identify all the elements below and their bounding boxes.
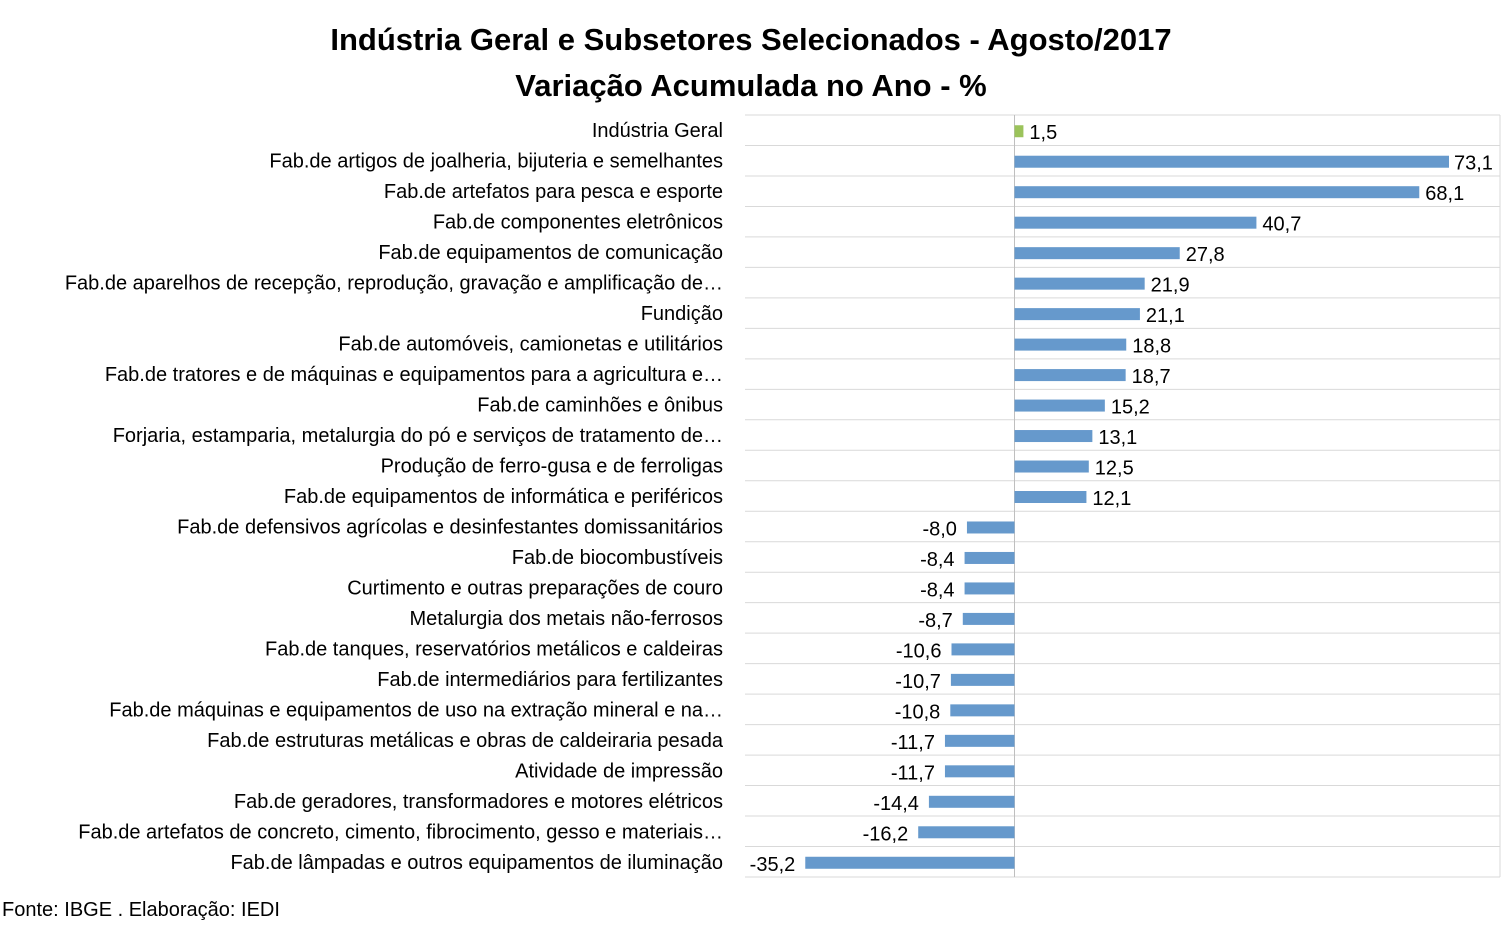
data-label: -11,7 <box>891 732 935 754</box>
bar <box>1014 247 1180 260</box>
bar <box>1014 186 1420 199</box>
category-label: Fab.de lâmpadas e outros equipamentos de… <box>230 852 723 874</box>
data-label: -10,7 <box>895 671 941 693</box>
category-label: Fab.de artefatos de concreto, cimento, f… <box>78 821 723 843</box>
category-label: Fab.de equipamentos de comunicação <box>378 242 723 264</box>
bar <box>805 856 1015 869</box>
bar <box>1014 369 1126 382</box>
bar <box>928 795 1015 808</box>
data-label: 21,9 <box>1151 275 1190 297</box>
data-label: -16,2 <box>863 823 909 845</box>
category-label: Fab.de máquinas e equipamentos de uso na… <box>109 699 723 721</box>
bar <box>951 643 1015 656</box>
bar <box>962 612 1015 625</box>
bar <box>944 734 1015 747</box>
category-label: Atividade de impressão <box>515 760 723 782</box>
category-label: Fab.de automóveis, camionetas e utilitár… <box>338 334 723 356</box>
category-label: Fab.de estruturas metálicas e obras de c… <box>207 730 724 752</box>
category-label: Fab.de caminhões e ônibus <box>477 395 723 417</box>
data-label: -8,4 <box>920 549 954 571</box>
bar <box>966 521 1015 534</box>
category-label: Fab.de componentes eletrônicos <box>433 212 723 234</box>
bar <box>1014 338 1127 351</box>
data-label: -14,4 <box>873 793 919 815</box>
bar <box>964 551 1015 564</box>
data-label: -10,6 <box>896 640 942 662</box>
data-label: 73,1 <box>1454 153 1493 175</box>
bar <box>1014 277 1145 290</box>
bar <box>1014 308 1140 321</box>
category-label: Fab.de artefatos para pesca e esporte <box>384 181 723 203</box>
data-label: -8,0 <box>922 518 956 540</box>
category-label: Fab.de biocombustíveis <box>512 547 723 569</box>
category-label: Fab.de equipamentos de informática e per… <box>284 486 723 508</box>
bar <box>950 704 1015 717</box>
data-label: 21,1 <box>1146 305 1185 327</box>
bar <box>1014 216 1257 229</box>
bar <box>1014 125 1024 138</box>
category-label: Fab.de artigos de joalheria, bijuteria e… <box>269 151 723 173</box>
bar <box>1014 155 1449 168</box>
data-label: 12,5 <box>1095 458 1134 480</box>
chart-subtitle: Variação Acumulada no Ano - % <box>515 68 987 103</box>
category-label: Fab.de geradores, transformadores e moto… <box>234 791 723 813</box>
bar <box>1014 460 1089 473</box>
data-label: 18,8 <box>1132 336 1171 358</box>
data-label: 13,1 <box>1098 427 1137 449</box>
category-label: Produção de ferro-gusa e de ferroligas <box>381 456 723 478</box>
data-label: 1,5 <box>1029 122 1057 144</box>
bar <box>918 826 1015 839</box>
chart-title: Indústria Geral e Subsetores Selecionado… <box>330 22 1172 57</box>
category-label: Fab.de intermediários para fertilizantes <box>377 669 723 691</box>
data-label: 12,1 <box>1092 488 1131 510</box>
category-label: Fundição <box>641 303 723 325</box>
data-label: -10,8 <box>895 701 941 723</box>
bar <box>1014 430 1093 443</box>
bar <box>950 673 1015 686</box>
data-label: 68,1 <box>1425 183 1464 205</box>
category-label: Indústria Geral <box>592 120 723 142</box>
data-label: 15,2 <box>1111 397 1150 419</box>
category-label: Fab.de tratores e de máquinas e equipame… <box>105 364 723 386</box>
category-label: Curtimento e outras preparações de couro <box>347 577 723 599</box>
data-label: -8,4 <box>920 579 954 601</box>
category-label: Forjaria, estamparia, metalurgia do pó e… <box>113 425 723 447</box>
category-label: Fab.de defensivos agrícolas e desinfesta… <box>177 516 723 538</box>
bar <box>944 765 1015 778</box>
bar <box>1014 491 1087 503</box>
category-label: Metalurgia dos metais não-ferrosos <box>410 608 723 630</box>
category-label: Fab.de aparelhos de recepção, reprodução… <box>65 273 723 295</box>
data-label: -11,7 <box>891 762 935 784</box>
data-label: -8,7 <box>918 610 952 632</box>
data-label: 40,7 <box>1262 214 1301 236</box>
bar <box>964 582 1015 595</box>
bar <box>1014 399 1105 412</box>
source-note: Fonte: IBGE . Elaboração: IEDI <box>2 899 280 921</box>
data-label: 18,7 <box>1132 366 1171 388</box>
category-label: Fab.de tanques, reservatórios metálicos … <box>265 638 723 660</box>
data-label: 27,8 <box>1186 244 1225 266</box>
data-label: -35,2 <box>750 854 796 876</box>
